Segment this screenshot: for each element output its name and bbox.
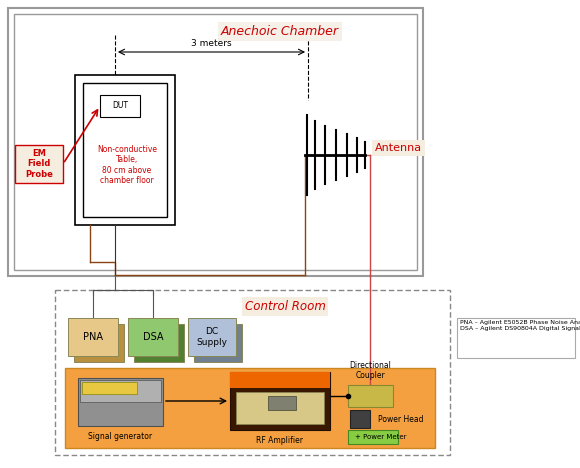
Bar (82, 382, 137, 394)
Bar (348, 385, 393, 407)
Text: DUT: DUT (112, 102, 128, 110)
Bar (348, 430, 398, 444)
Text: Control Room: Control Room (245, 300, 325, 313)
Bar (78, 378, 163, 426)
Text: Non-conductive
Table,
80 cm above
chamber floor: Non-conductive Table, 80 cm above chambe… (97, 145, 157, 185)
Bar (83, 83, 167, 217)
Text: Anechoic Chamber: Anechoic Chamber (221, 25, 339, 38)
Bar (68, 318, 118, 356)
Text: Signal generator: Signal generator (88, 432, 152, 441)
Text: RF Amplifier: RF Amplifier (256, 436, 303, 445)
Text: EM
Field
Probe: EM Field Probe (25, 149, 53, 179)
Text: Directional
Coupler: Directional Coupler (349, 361, 391, 380)
Text: Power Head: Power Head (378, 415, 423, 424)
Bar (100, 95, 140, 117)
Text: PNA – Agilent E5052B Phase Noise Analyzer
DSA – Agilent DS90804A Digital Signal : PNA – Agilent E5052B Phase Noise Analyze… (460, 320, 580, 331)
Text: + Power Meter: + Power Meter (355, 434, 407, 440)
Bar (230, 372, 330, 430)
Bar (188, 318, 236, 356)
Bar (268, 396, 296, 410)
Bar (8, 8, 423, 276)
Bar (75, 75, 175, 225)
Text: DC
Supply: DC Supply (197, 327, 227, 347)
Bar (74, 324, 124, 362)
Bar (65, 368, 435, 448)
Bar (14, 14, 417, 270)
Bar (236, 392, 324, 424)
Bar (134, 324, 184, 362)
Bar (457, 318, 575, 358)
Bar (194, 324, 242, 362)
Bar (55, 290, 450, 455)
Text: PNA: PNA (83, 332, 103, 342)
Text: Antenna: Antenna (375, 143, 422, 153)
Text: DSA: DSA (143, 332, 163, 342)
Bar (15, 145, 63, 183)
Bar (128, 318, 178, 356)
Bar (230, 372, 330, 388)
Bar (80, 380, 161, 402)
Bar (350, 410, 370, 428)
Text: 3 meters: 3 meters (191, 39, 231, 48)
